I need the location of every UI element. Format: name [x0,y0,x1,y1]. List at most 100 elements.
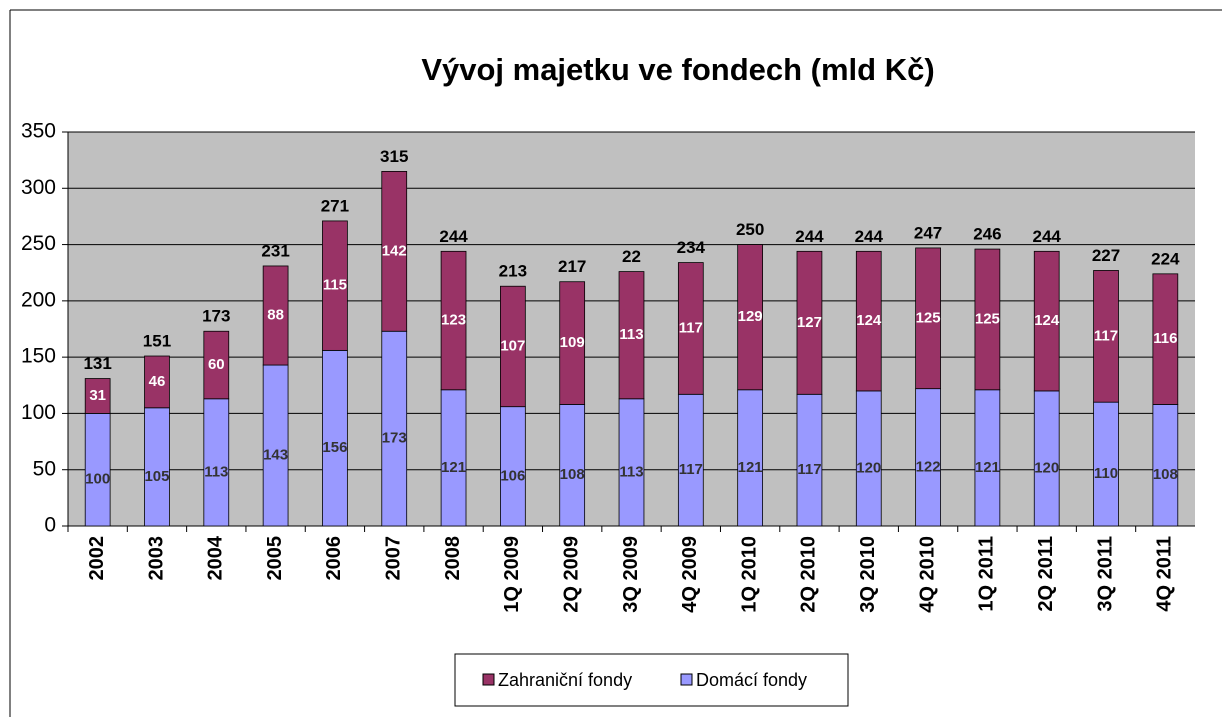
bar-segment [1152,404,1179,527]
bar-segment [915,388,941,527]
data-label: 127 [797,314,822,331]
bar-segment [322,220,348,351]
total-label: 231 [261,241,289,260]
data-label: 156 [322,439,347,456]
x-tick-label: 3Q 2010 [857,536,879,613]
x-tick-label: 4Q 2010 [916,536,938,613]
chart-title: Vývoj majetku ve fondech (mld Kč) [421,52,934,87]
bar-segment [203,330,230,400]
y-tick-label: 50 [33,457,56,480]
x-tick-label: 2003 [145,536,167,581]
data-label: 117 [1094,327,1118,344]
bar-segment [559,404,586,527]
data-label: 105 [144,468,169,485]
data-label: 115 [323,277,347,294]
legend-label: Zahraniční fondy [498,670,632,690]
y-tick-label: 0 [44,514,56,537]
data-label: 117 [679,461,703,478]
data-label: 108 [1153,466,1178,483]
x-tick-label: 2005 [264,536,286,581]
bar-segment [796,250,823,395]
total-label: 234 [677,238,706,257]
bar-segment [144,355,170,409]
y-tick-label: 100 [21,401,56,424]
bar-segment [381,330,408,527]
data-label: 60 [208,356,225,373]
bar-segment [855,250,882,392]
bar-segment [737,389,763,527]
data-label: 106 [500,467,525,484]
total-label: 244 [795,227,824,246]
x-tick-label: 2006 [323,536,345,581]
bar-segment [677,262,704,395]
total-label: 227 [1092,246,1120,265]
bar-segment [974,389,1001,527]
x-tick-label: 2004 [205,535,227,580]
data-label: 46 [149,373,166,390]
data-label: 121 [975,459,1000,476]
data-label: 142 [382,242,407,259]
x-tick-label: 2008 [442,536,464,581]
y-tick-label: 350 [21,120,56,143]
total-label: 217 [558,257,586,276]
bar-segment [559,281,586,405]
total-label: 246 [973,225,1001,244]
legend-swatch [482,673,495,686]
data-label: 116 [1153,330,1177,347]
data-label: 120 [856,459,881,476]
data-label: 124 [1034,312,1060,329]
bar-segment [84,413,111,527]
data-label: 173 [382,430,407,447]
bar-segment [618,271,645,400]
total-label: 224 [1151,249,1180,268]
data-label: 121 [738,459,763,476]
bar-segment [1033,390,1060,527]
total-label: 244 [1033,227,1062,246]
bar-segment [440,389,467,527]
bar-segment [618,398,645,527]
bar-segment [915,247,941,390]
data-label: 117 [797,461,821,478]
bar-segment [500,285,526,408]
bar-segment [1093,401,1119,527]
x-tick-label: 1Q 2011 [976,536,998,612]
x-tick-label: 2Q 2011 [1035,536,1057,612]
total-label: 250 [736,220,764,239]
total-label: 271 [321,196,349,215]
total-label: 247 [914,223,942,242]
data-label: 125 [975,310,1000,327]
total-label: 244 [439,227,468,246]
data-label: 129 [738,308,763,325]
data-label: 124 [856,312,882,329]
data-label: 121 [441,459,466,476]
data-label: 113 [204,463,228,480]
bar-segment [440,250,467,391]
y-tick-label: 300 [21,176,56,199]
total-label: 151 [143,332,171,351]
data-label: 108 [560,466,585,483]
bar-segment [1152,273,1179,405]
x-tick-label: 4Q 2011 [1154,536,1176,612]
total-label: 213 [499,262,527,281]
bar-segment [737,244,763,391]
y-tick-label: 250 [21,232,56,255]
total-label: 173 [202,307,230,326]
bar-segment [1033,250,1060,392]
data-label: 110 [1094,465,1118,482]
x-tick-label: 2Q 2010 [798,536,820,613]
bar-segment [796,393,823,527]
legend-label: Domácí fondy [696,670,807,690]
x-tick-label: 1Q 2010 [738,536,760,613]
x-tick-label: 1Q 2009 [501,536,523,613]
x-tick-label: 2002 [86,536,108,581]
data-label: 125 [916,309,941,326]
data-label: 100 [85,471,110,488]
y-tick-label: 150 [21,345,56,368]
x-tick-label: 2Q 2009 [560,536,582,613]
data-label: 31 [89,387,106,404]
total-label: 244 [855,227,884,246]
data-label: 122 [916,458,941,475]
bar-segment [381,170,408,332]
